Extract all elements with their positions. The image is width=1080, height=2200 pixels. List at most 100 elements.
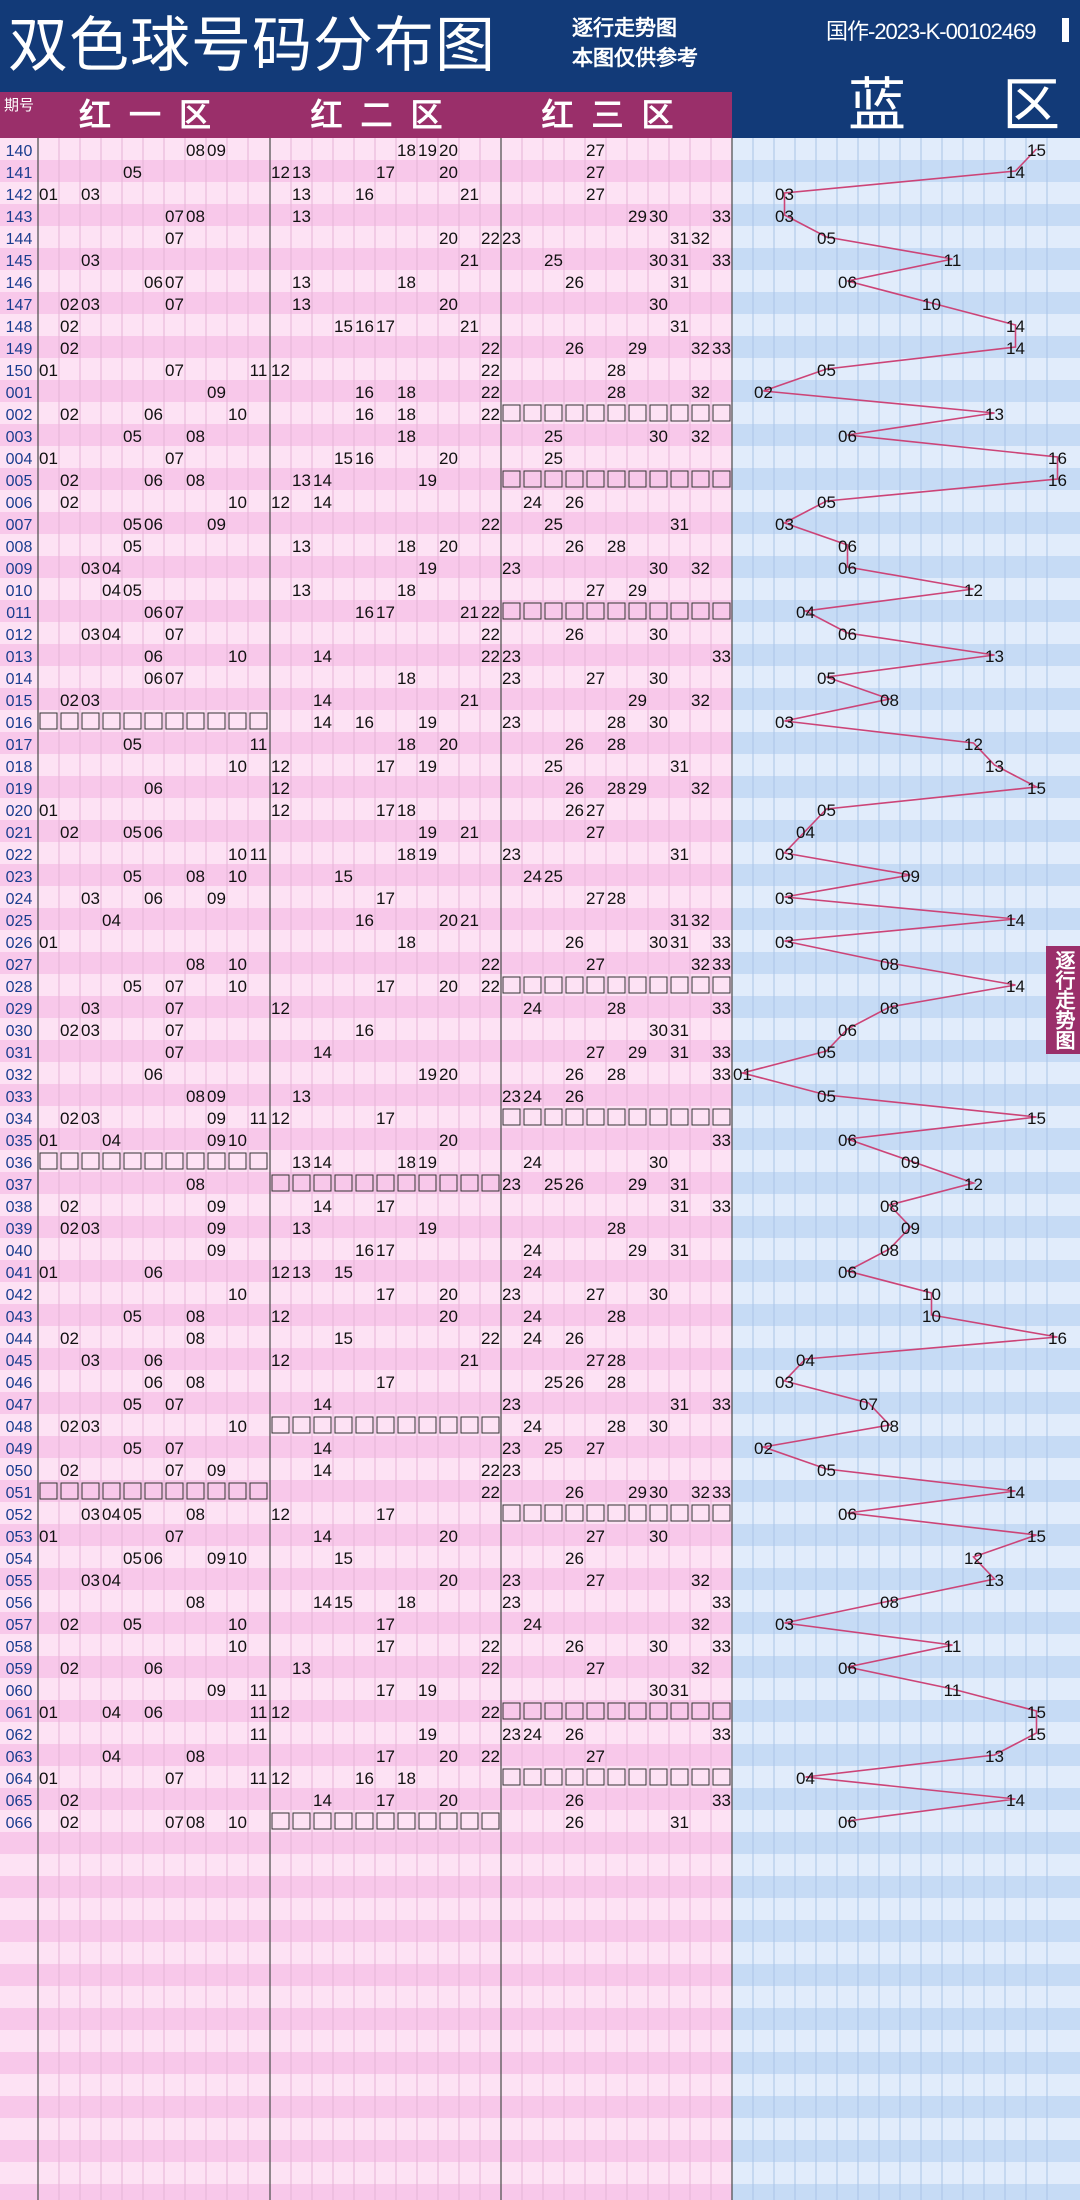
red-ball-number: 32: [691, 1571, 710, 1590]
row-bg-red: [38, 1062, 732, 1084]
period-label: 057: [6, 1617, 33, 1634]
empty-zone-box: [249, 1152, 268, 1170]
period-label: 055: [6, 1573, 33, 1590]
red-ball-number: 01: [39, 1769, 58, 1788]
red-ball-number: 33: [712, 251, 731, 270]
row-bg-blue: [732, 270, 1080, 292]
red-ball-number: 26: [565, 735, 584, 754]
red-ball-number: 19: [418, 1153, 437, 1172]
row-bg-period: [0, 1480, 38, 1502]
red-ball-number: 31: [670, 317, 689, 336]
red-ball-number: 06: [144, 1659, 163, 1678]
red-ball-number: 10: [228, 647, 247, 666]
blue-ball-number: 13: [985, 647, 1004, 666]
red-ball-number: 14: [313, 493, 332, 512]
blue-ball-number: 06: [838, 427, 857, 446]
empty-zone-box: [712, 1108, 731, 1126]
red-ball-number: 32: [691, 955, 710, 974]
period-label: 008: [6, 539, 33, 556]
empty-zone-box: [271, 1174, 290, 1192]
period-label: 060: [6, 1683, 33, 1700]
empty-zone-box: [186, 1152, 205, 1170]
blue-ball-number: 08: [880, 1593, 899, 1612]
blue-ball-number: 03: [775, 933, 794, 952]
red-ball-number: 31: [670, 251, 689, 270]
red-ball-number: 08: [186, 1747, 205, 1766]
red-ball-number: 01: [39, 361, 58, 380]
red-ball-number: 19: [418, 713, 437, 732]
row-bg-period: [0, 2030, 38, 2052]
row-bg-red: [38, 1678, 732, 1700]
red-ball-number: 26: [565, 801, 584, 820]
blue-ball-number: 05: [817, 229, 836, 248]
red-ball-number: 33: [712, 1131, 731, 1150]
red-ball-number: 16: [355, 603, 374, 622]
empty-zone-box: [565, 404, 584, 422]
row-bg-period: [0, 842, 38, 864]
red-ball-number: 17: [376, 889, 395, 908]
red-ball-number: 33: [712, 1483, 731, 1502]
row-bg-red: [38, 402, 732, 424]
red-ball-number: 31: [670, 273, 689, 292]
empty-zone-box: [397, 1812, 416, 1830]
row-bg-red: [38, 1392, 732, 1414]
period-label: 040: [6, 1243, 33, 1260]
empty-zone-box: [502, 1768, 521, 1786]
period-label: 016: [6, 715, 33, 732]
row-bg-period: [0, 270, 38, 292]
red-ball-number: 05: [123, 163, 142, 182]
red-ball-number: 28: [607, 1219, 626, 1238]
red-ball-number: 07: [165, 229, 184, 248]
red-ball-number: 11: [250, 1703, 268, 1722]
red-ball-number: 22: [481, 955, 500, 974]
red-ball-number: 27: [586, 1527, 605, 1546]
row-bg-red: [38, 754, 732, 776]
red-ball-number: 03: [81, 559, 100, 578]
red-ball-number: 09: [207, 141, 226, 160]
red-ball-number: 23: [502, 1461, 521, 1480]
red-ball-number: 19: [418, 1725, 437, 1744]
row-bg-blue: [732, 2030, 1080, 2052]
red-ball-number: 29: [628, 339, 647, 358]
red-ball-number: 12: [271, 1505, 290, 1524]
red-ball-number: 22: [481, 1461, 500, 1480]
red-ball-number: 17: [376, 801, 395, 820]
period-label: 046: [6, 1375, 33, 1392]
red-ball-number: 02: [60, 1615, 79, 1634]
red-ball-number: 32: [691, 383, 710, 402]
period-label: 043: [6, 1309, 33, 1326]
red-ball-number: 27: [586, 1747, 605, 1766]
red-ball-number: 23: [502, 229, 521, 248]
red-ball-number: 13: [292, 537, 311, 556]
row-bg-blue: [732, 2140, 1080, 2162]
blue-zone-header: 蓝 区: [848, 73, 1080, 138]
row-bg-blue: [732, 666, 1080, 688]
red-ball-number: 30: [649, 933, 668, 952]
row-bg-red: [38, 1436, 732, 1458]
red-ball-number: 15: [334, 867, 353, 886]
period-label: 142: [6, 187, 33, 204]
period-label: 147: [6, 297, 33, 314]
red-ball-number: 31: [670, 1043, 689, 1062]
row-bg-blue: [732, 974, 1080, 996]
red-ball-number: 26: [565, 933, 584, 952]
period-label: 056: [6, 1595, 33, 1612]
row-bg-period: [0, 1370, 38, 1392]
red-ball-number: 13: [292, 471, 311, 490]
red-ball-number: 09: [207, 1197, 226, 1216]
red-ball-number: 08: [186, 867, 205, 886]
red-ball-number: 24: [523, 1329, 542, 1348]
row-bg-blue: [732, 798, 1080, 820]
row-bg-blue: [732, 1326, 1080, 1348]
red-ball-number: 08: [186, 427, 205, 446]
period-label: 042: [6, 1287, 33, 1304]
row-bg-red: [38, 1898, 732, 1920]
red-ball-number: 18: [397, 735, 416, 754]
red-ball-number: 24: [523, 1307, 542, 1326]
red-ball-number: 30: [649, 1417, 668, 1436]
empty-zone-box: [649, 976, 668, 994]
red-ball-number: 28: [607, 1065, 626, 1084]
blue-ball-number: 12: [964, 735, 983, 754]
red-ball-number: 10: [228, 1417, 247, 1436]
blue-ball-number: 03: [775, 207, 794, 226]
